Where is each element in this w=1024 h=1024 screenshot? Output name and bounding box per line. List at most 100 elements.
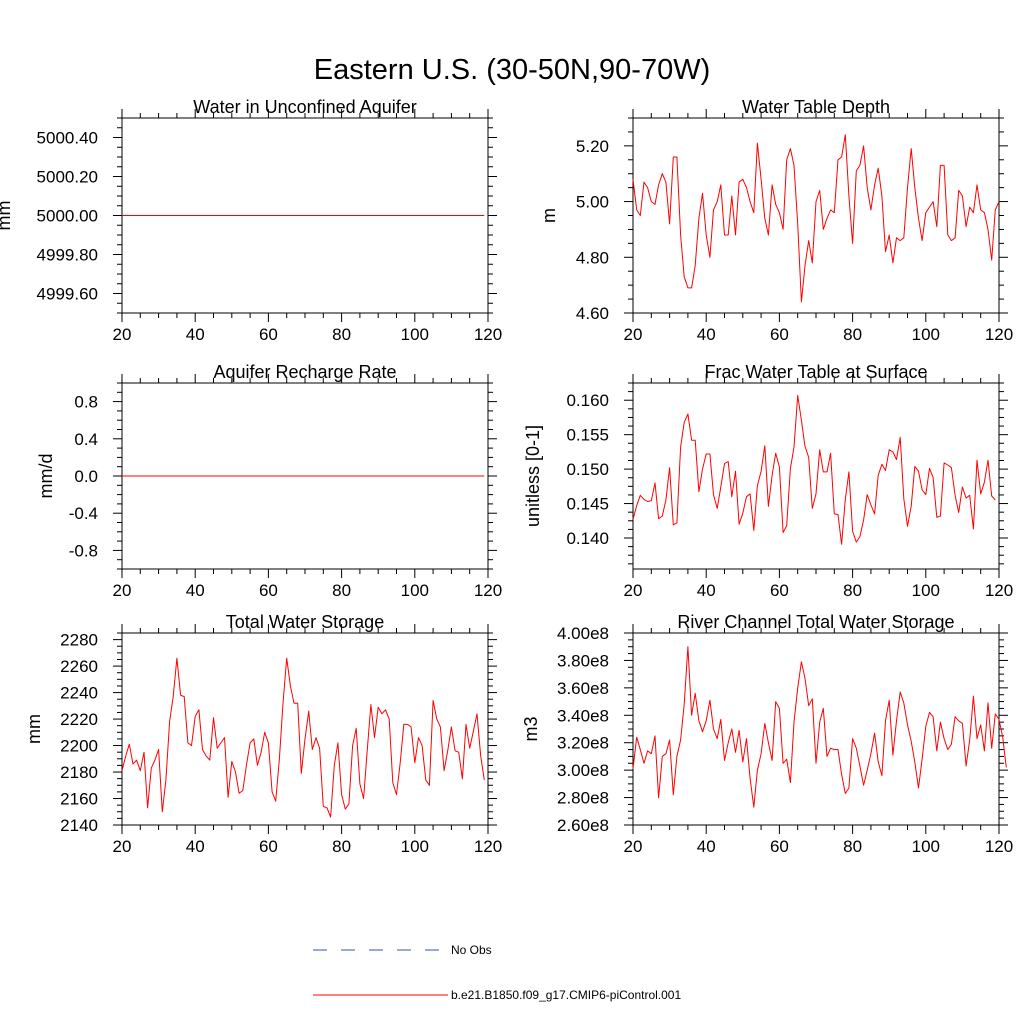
x-tick-label: 20 xyxy=(113,325,132,344)
y-axis-label: unitless [0-1] xyxy=(523,425,543,527)
y-tick-label: 2200 xyxy=(60,737,98,756)
x-tick-label: 20 xyxy=(624,581,643,600)
y-tick-label: 0.150 xyxy=(566,460,609,479)
y-axis-label: mm/d xyxy=(36,454,56,499)
x-tick-label: 40 xyxy=(697,325,716,344)
y-axis-label: mm xyxy=(24,714,44,744)
x-tick-label: 100 xyxy=(912,581,940,600)
y-tick-label: 5000.20 xyxy=(37,168,98,187)
x-tick-label: 120 xyxy=(985,325,1013,344)
chart-panel-4: Frac Water Table at Surface 20 40 60 80 100 12… xyxy=(523,362,1013,600)
x-tick-label: 100 xyxy=(912,837,940,856)
y-tick-label: 2.80e8 xyxy=(557,789,609,808)
chart-panel-5: Total Water Storage 20 40 60 80 100 120 2140 216… xyxy=(24,612,502,856)
figure-title: Eastern U.S. (30-50N,90-70W) xyxy=(314,54,710,86)
x-tick-label: 40 xyxy=(697,837,716,856)
legend-label-1: No Obs xyxy=(451,943,492,957)
y-tick-label: 2220 xyxy=(60,710,98,729)
y-tick-label: -0.4 xyxy=(69,504,98,523)
x-tick-label: 80 xyxy=(332,581,351,600)
panel-title: River Channel Total Water Storage xyxy=(677,612,954,632)
y-tick-label: 0.140 xyxy=(566,529,609,548)
series-line-1 xyxy=(632,134,1000,303)
x-tick-label: 20 xyxy=(113,837,132,856)
y-tick-label: 2260 xyxy=(60,657,98,676)
x-tick-label: 20 xyxy=(113,581,132,600)
x-tick-label: 60 xyxy=(770,581,789,600)
x-tick-label: 80 xyxy=(843,325,862,344)
chart-panel-6: River Channel Total Water Storage 20 40 60 8… xyxy=(521,612,1013,856)
x-tick-label: 40 xyxy=(186,325,205,344)
y-tick-label: 0.0 xyxy=(74,467,98,486)
y-tick-label: 3.00e8 xyxy=(557,761,609,780)
panels: Water in Unconfined Aquifer 20 40 60 80 100 12… xyxy=(0,97,1013,856)
panel-title: Water in Unconfined Aquifer xyxy=(193,97,416,117)
y-tick-label: 4.00e8 xyxy=(557,624,609,643)
y-tick-label: 0.4 xyxy=(74,430,98,449)
y-tick-label: 2160 xyxy=(60,790,98,809)
x-tick-label: 100 xyxy=(912,325,940,344)
y-tick-label: 5000.00 xyxy=(37,207,98,226)
panel-title: Total Water Storage xyxy=(226,612,384,632)
y-tick-label: 4999.80 xyxy=(37,246,98,265)
y-tick-label: 3.40e8 xyxy=(557,706,609,725)
y-tick-label: 5.20 xyxy=(576,137,609,156)
x-tick-label: 60 xyxy=(259,837,278,856)
y-tick-label: 5000.40 xyxy=(37,129,98,148)
y-tick-label: 0.160 xyxy=(566,391,609,410)
x-tick-label: 20 xyxy=(624,837,643,856)
chart-panel-3: Aquifer Recharge Rate 20 40 60 80 100 120 -0.8 -… xyxy=(36,362,502,600)
series-line-1 xyxy=(632,394,996,545)
legend: No Obs b.e21.B1850.f09_g17.CMIP6-piContro… xyxy=(313,943,681,1002)
plot-frame xyxy=(632,382,1000,570)
panel-title: Frac Water Table at Surface xyxy=(704,362,927,382)
series-line-1 xyxy=(121,657,485,818)
x-tick-label: 120 xyxy=(985,837,1013,856)
x-tick-label: 120 xyxy=(474,837,502,856)
y-tick-label: 0.155 xyxy=(566,426,609,445)
x-tick-label: 100 xyxy=(401,325,429,344)
x-tick-label: 20 xyxy=(624,325,643,344)
y-tick-label: -0.8 xyxy=(69,541,98,560)
chart-panel-1: Water in Unconfined Aquifer 20 40 60 80 100 12… xyxy=(0,97,502,344)
y-tick-label: 4999.60 xyxy=(37,285,98,304)
y-tick-label: 3.20e8 xyxy=(557,734,609,753)
y-tick-label: 2.60e8 xyxy=(557,816,609,835)
x-tick-label: 40 xyxy=(697,581,716,600)
x-tick-label: 100 xyxy=(401,581,429,600)
y-tick-label: 2280 xyxy=(60,631,98,650)
x-tick-label: 80 xyxy=(843,837,862,856)
y-axis-label: m3 xyxy=(521,716,541,741)
x-tick-label: 120 xyxy=(985,581,1013,600)
y-tick-label: 2140 xyxy=(60,816,98,835)
plot-frame xyxy=(632,117,1000,314)
legend-label-2: b.e21.B1850.f09_g17.CMIP6-piControl.001 xyxy=(451,988,681,1002)
x-tick-label: 40 xyxy=(186,837,205,856)
y-tick-label: 5.00 xyxy=(576,193,609,212)
y-tick-label: 4.60 xyxy=(576,304,609,323)
x-tick-label: 60 xyxy=(770,325,789,344)
x-tick-label: 120 xyxy=(474,581,502,600)
panel-title: Aquifer Recharge Rate xyxy=(213,362,396,382)
y-tick-label: 0.8 xyxy=(74,393,98,412)
x-tick-label: 40 xyxy=(186,581,205,600)
y-tick-label: 0.145 xyxy=(566,495,609,514)
series-line-1 xyxy=(632,646,1007,808)
x-tick-label: 60 xyxy=(770,837,789,856)
x-tick-label: 100 xyxy=(401,837,429,856)
x-tick-label: 120 xyxy=(474,325,502,344)
x-tick-label: 80 xyxy=(332,325,351,344)
y-tick-label: 2240 xyxy=(60,684,98,703)
y-axis-label: mm xyxy=(0,201,14,231)
y-tick-label: 4.80 xyxy=(576,248,609,267)
x-tick-label: 60 xyxy=(259,581,278,600)
x-tick-label: 80 xyxy=(843,581,862,600)
y-axis-label: m xyxy=(539,208,559,223)
x-tick-label: 80 xyxy=(332,837,351,856)
y-tick-label: 3.80e8 xyxy=(557,651,609,670)
x-tick-label: 60 xyxy=(259,325,278,344)
y-tick-label: 3.60e8 xyxy=(557,679,609,698)
y-tick-label: 2180 xyxy=(60,763,98,782)
